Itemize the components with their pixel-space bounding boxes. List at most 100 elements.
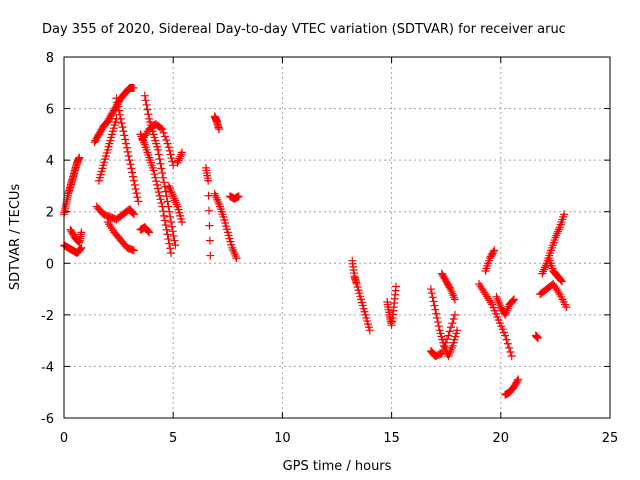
data-point [153,145,162,154]
data-point [177,218,186,227]
data-point-interp [480,288,489,297]
data-point-interp [554,225,563,234]
data-point-interp [440,342,449,351]
data-point [103,218,112,227]
data-point-interp [482,292,491,301]
y-tick-label: 2 [46,206,54,221]
data-point-interp [130,180,139,189]
data-point [437,349,446,358]
data-point-interp [502,306,511,315]
data-point-interp [495,301,504,310]
series-morning-dip [103,218,138,255]
data-point-interp [159,173,168,182]
chart-title: Day 355 of 2020, Sidereal Day-to-day VTE… [42,22,566,37]
x-axis-label: GPS time / hours [283,459,392,474]
data-point-interp [160,178,169,187]
data-point-interp [163,197,172,206]
data-point [77,243,86,252]
data-point [450,295,459,304]
data-point-interp [139,133,148,142]
data-point [234,192,243,201]
series-night-d [474,279,516,361]
data-point-interp [204,191,213,200]
data-point-interp [166,150,175,159]
data-point-interp [540,263,549,272]
series-midday-bump [173,148,186,167]
series-morning-low [92,202,138,224]
data-point-interp [156,124,165,133]
series-morning-rise [90,83,138,147]
data-point [501,331,510,340]
series-early-flat [60,241,86,257]
data-point [206,251,215,260]
series-afternoon-pair [201,163,215,260]
data-point-interp [165,146,174,155]
data-point-interp [449,314,458,323]
data-point-interp [144,110,153,119]
series-late-a [531,331,542,343]
data-point-interp [211,191,220,200]
data-point-interp [505,343,514,352]
series-morning-mid [94,114,121,185]
series-late-fall [536,279,571,312]
data-point-interp [160,216,169,225]
data-point-interp [142,100,151,109]
series-afternoon-tail [210,189,241,263]
series-midday-ridge [138,120,178,170]
data-point-interp [170,194,179,203]
data-point-interp [157,164,166,173]
series-afternoon-steep [210,112,224,134]
data-point [112,94,121,103]
data-point-interp [153,180,162,189]
data-point-interp [122,139,131,148]
data-point-interp [433,313,442,322]
data-point-interp [443,335,452,344]
data-point-interp [503,304,512,313]
data-point-interp [123,147,132,156]
data-point-interp [170,236,179,245]
data-point-interp [156,159,165,168]
data-point-interp [554,227,563,236]
data-point-interp [448,319,457,328]
data-point-interp [493,294,502,303]
data-point-interp [168,157,177,166]
data-point-interp [212,193,221,202]
data-point [140,91,149,100]
data-point-interp [205,206,214,215]
data-point-interp [447,287,456,296]
data-point-interp [554,288,563,297]
data-point-interp [513,376,522,385]
data-point-interp [126,160,135,169]
data-point-interp [495,298,504,307]
data-point-interp [450,293,459,302]
data-point-interp [445,327,454,336]
data-point-interp [154,188,163,197]
data-point-interp [165,239,174,248]
data-point [153,184,162,193]
series-night-e [481,246,499,276]
data-point-interp [445,350,454,359]
data-point-interp [128,168,137,177]
data-point [162,225,171,234]
y-tick-label: -4 [41,360,54,375]
data-point-interp [166,186,175,195]
data-point-interp [205,221,214,230]
data-point [215,125,224,134]
data-point [514,375,523,384]
data-point-interp [447,323,456,332]
data-point-interp [160,182,169,191]
data-point-interp [75,245,84,254]
data-point-interp [106,222,115,231]
data-point-interp [553,229,562,238]
series-midday-high [140,91,180,250]
data-point-interp [494,296,503,305]
data-point-interp [141,96,150,105]
x-tick-label: 25 [602,431,619,446]
data-point-interp [174,156,183,165]
data-point-interp [143,105,152,114]
data-point-interp [128,208,137,217]
data-point [232,254,241,263]
data-point-interp [434,322,443,331]
data-point-interp [165,183,174,192]
data-point-interp [539,267,548,276]
